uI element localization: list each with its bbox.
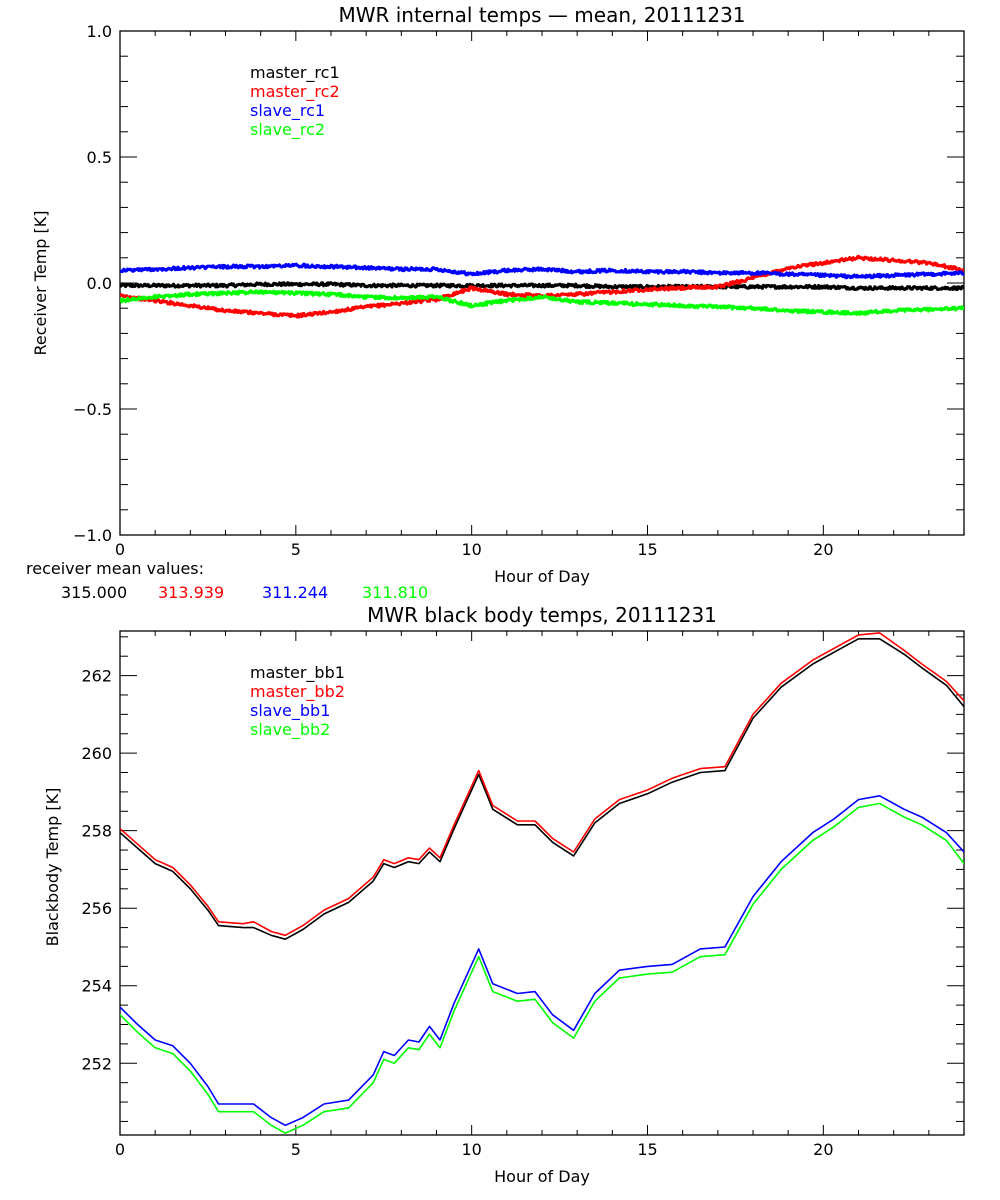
y-tick-label: 1.0 bbox=[87, 22, 112, 41]
chart-title: MWR internal temps — mean, 20111231 bbox=[338, 3, 745, 27]
legend-item-slave-rc1: slave_rc1 bbox=[250, 101, 325, 121]
receiver-mean-value-slave-rc2: 311.810 bbox=[362, 583, 428, 602]
x-tick-label: 0 bbox=[115, 1140, 125, 1159]
x-tick-label: 10 bbox=[461, 540, 481, 559]
receiver-temp-plot: MWR internal temps — mean, 20111231 0 5 10… bbox=[26, 3, 965, 602]
x-tick-label: 0 bbox=[115, 540, 125, 559]
x-tick-label: 5 bbox=[291, 540, 301, 559]
receiver-mean-label: receiver mean values: bbox=[26, 559, 204, 578]
y-axis-label: Receiver Temp [K] bbox=[31, 210, 50, 355]
y-tick-label: −0.5 bbox=[73, 400, 112, 419]
series-line-slave-rc1 bbox=[120, 262, 964, 280]
y-tick-label: 256 bbox=[81, 899, 112, 918]
series-line-slave-rc2 bbox=[120, 289, 964, 316]
receiver-mean-value-master-rc2: 313.939 bbox=[158, 583, 224, 602]
legend-item-slave-bb1: slave_bb1 bbox=[250, 701, 330, 721]
series-line-slave-bb1 bbox=[120, 794, 964, 1127]
y-tick-label: 260 bbox=[81, 744, 112, 763]
x-tick-label: 5 bbox=[291, 1140, 301, 1159]
series-line-master-bb1 bbox=[120, 637, 964, 941]
x-tick-label: 20 bbox=[813, 1140, 833, 1159]
legend-item-master-bb1: master_bb1 bbox=[250, 663, 345, 683]
series-line-master-rc1 bbox=[120, 281, 964, 292]
x-axis-label: Hour of Day bbox=[494, 567, 590, 586]
legend-item-slave-rc2: slave_rc2 bbox=[250, 120, 325, 140]
legend-item-master-bb2: master_bb2 bbox=[250, 682, 345, 702]
blackbody-temp-plot: MWR black body temps, 20111231 0 5 10 15 20 2… bbox=[43, 603, 965, 1186]
legend-item-slave-bb2: slave_bb2 bbox=[250, 720, 330, 740]
y-tick-label: 0.0 bbox=[87, 274, 112, 293]
y-tick-label: 258 bbox=[81, 822, 112, 841]
x-tick-label: 15 bbox=[637, 540, 657, 559]
legend-item-master-rc1: master_rc1 bbox=[250, 63, 340, 83]
series-line-master-bb2 bbox=[120, 632, 964, 937]
y-axis-label: Blackbody Temp [K] bbox=[43, 788, 62, 947]
receiver-mean-value: 315.000 313.939 311.244 311.810 bbox=[61, 583, 428, 602]
x-tick-label: 15 bbox=[637, 1140, 657, 1159]
plot-frame bbox=[119, 630, 965, 1136]
y-tick-label: 254 bbox=[81, 977, 112, 996]
legend-item-master-rc2: master_rc2 bbox=[250, 82, 340, 102]
series-line-slave-bb2 bbox=[120, 802, 964, 1134]
x-axis-label: Hour of Day bbox=[494, 1167, 590, 1186]
y-tick-label: 0.5 bbox=[87, 148, 112, 167]
y-tick-label: −1.0 bbox=[73, 526, 112, 545]
receiver-mean-value-master-rc1: 315.000 bbox=[61, 583, 127, 602]
chart-title: MWR black body temps, 20111231 bbox=[367, 603, 717, 627]
y-tick-label: 252 bbox=[81, 1054, 112, 1073]
x-tick-label: 10 bbox=[461, 1140, 481, 1159]
receiver-mean-value-slave-rc1: 311.244 bbox=[262, 583, 328, 602]
y-tick-label: 262 bbox=[81, 667, 112, 686]
x-tick-label: 20 bbox=[813, 540, 833, 559]
